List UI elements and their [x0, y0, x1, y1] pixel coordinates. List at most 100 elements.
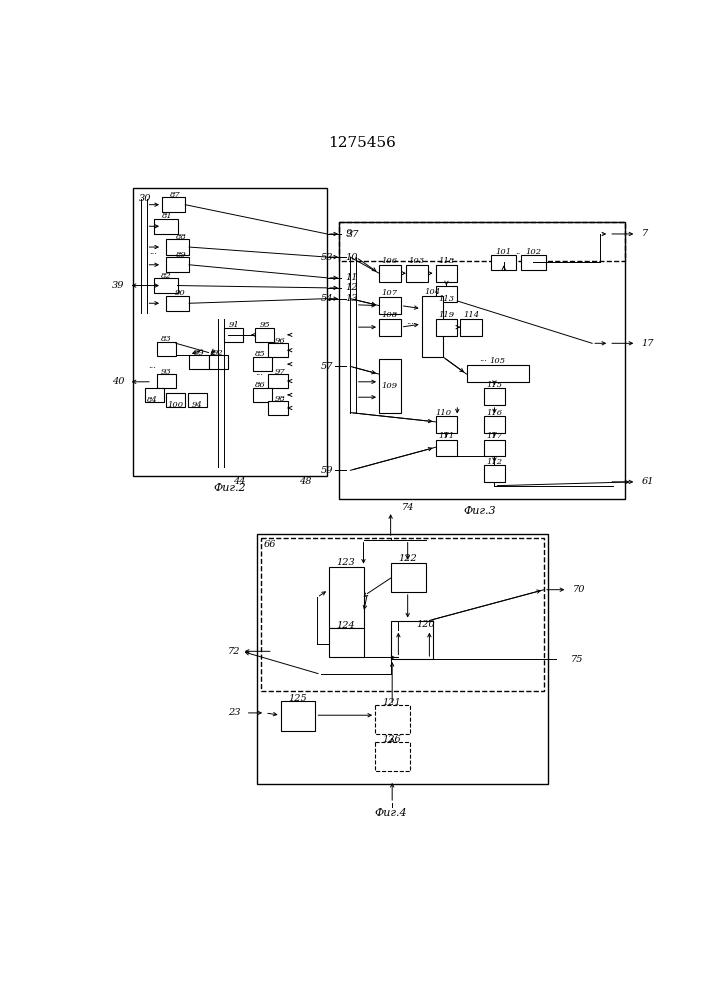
- Text: 48: 48: [299, 477, 312, 486]
- Text: 40: 40: [112, 377, 125, 386]
- Text: 116: 116: [486, 409, 503, 417]
- Text: 124: 124: [337, 621, 355, 630]
- Text: 11: 11: [346, 273, 358, 282]
- Text: 107: 107: [382, 289, 398, 297]
- Text: 104: 104: [424, 288, 440, 296]
- Bar: [156, 374, 176, 388]
- Text: 90: 90: [175, 289, 185, 297]
- Text: 126: 126: [382, 735, 402, 744]
- Text: 105: 105: [489, 357, 506, 365]
- Text: 81: 81: [162, 212, 173, 220]
- Text: ...: ...: [406, 318, 414, 326]
- Bar: [379, 297, 401, 314]
- Text: Фиг.3: Фиг.3: [463, 506, 496, 516]
- Bar: [329, 628, 363, 657]
- Text: 85: 85: [255, 350, 266, 358]
- Text: 97: 97: [275, 368, 286, 376]
- Text: 13: 13: [346, 294, 358, 303]
- Bar: [281, 701, 315, 731]
- Text: Фиг.4: Фиг.4: [374, 808, 407, 818]
- Text: 57: 57: [321, 362, 333, 371]
- Bar: [209, 355, 228, 369]
- Bar: [339, 222, 625, 261]
- Text: 86: 86: [255, 381, 266, 389]
- Bar: [484, 388, 506, 405]
- Text: 89: 89: [176, 251, 187, 259]
- Bar: [436, 265, 457, 282]
- Text: 108: 108: [382, 311, 398, 319]
- Text: 125: 125: [288, 694, 307, 703]
- Text: 37: 37: [346, 230, 359, 239]
- Bar: [166, 393, 185, 407]
- Bar: [261, 538, 544, 691]
- Bar: [379, 359, 401, 413]
- Bar: [436, 440, 457, 456]
- Bar: [484, 416, 506, 433]
- Text: ...: ...: [479, 355, 488, 363]
- Text: 109: 109: [381, 382, 397, 390]
- Bar: [391, 563, 426, 592]
- Bar: [154, 278, 177, 293]
- Bar: [268, 343, 288, 357]
- Text: ...: ...: [255, 369, 263, 377]
- Text: 84: 84: [146, 396, 157, 404]
- Text: 123: 123: [337, 558, 355, 567]
- Text: 92: 92: [214, 349, 224, 357]
- Text: 112: 112: [486, 458, 503, 466]
- Bar: [406, 265, 428, 282]
- Bar: [154, 219, 177, 234]
- Bar: [391, 620, 433, 659]
- Text: 99: 99: [194, 349, 204, 357]
- Text: 93: 93: [160, 368, 171, 376]
- Text: 117: 117: [486, 432, 503, 440]
- Text: 74: 74: [402, 503, 415, 512]
- Text: 115: 115: [486, 381, 503, 389]
- Text: 102: 102: [525, 248, 542, 256]
- Text: 23: 23: [228, 708, 240, 717]
- Text: 72: 72: [228, 647, 240, 656]
- Text: 83: 83: [160, 335, 171, 343]
- Bar: [166, 257, 189, 272]
- Bar: [491, 255, 516, 270]
- Bar: [339, 222, 625, 499]
- Text: 82: 82: [160, 272, 171, 280]
- Bar: [252, 388, 272, 402]
- Bar: [484, 440, 506, 456]
- Text: ...: ...: [148, 248, 157, 256]
- Text: 88: 88: [176, 233, 187, 241]
- Text: 91: 91: [228, 321, 240, 329]
- Bar: [187, 393, 207, 407]
- Text: 110: 110: [436, 409, 451, 417]
- Text: 17: 17: [642, 339, 654, 348]
- Bar: [255, 328, 274, 342]
- Text: 103: 103: [409, 257, 425, 265]
- Text: 119: 119: [438, 311, 455, 319]
- Bar: [436, 319, 457, 336]
- Text: 106: 106: [382, 257, 398, 265]
- Text: 113: 113: [438, 295, 455, 303]
- Text: 12: 12: [346, 283, 358, 292]
- Bar: [484, 465, 506, 482]
- Text: 95: 95: [259, 321, 271, 329]
- Text: 118: 118: [438, 257, 455, 265]
- Bar: [379, 319, 401, 336]
- Bar: [252, 357, 272, 371]
- Text: 30: 30: [139, 194, 151, 203]
- Bar: [421, 296, 443, 357]
- Text: 111: 111: [438, 432, 455, 440]
- Text: 39: 39: [112, 281, 125, 290]
- Bar: [132, 188, 327, 476]
- Bar: [467, 365, 529, 382]
- Text: 120: 120: [416, 620, 435, 629]
- Text: 54: 54: [321, 294, 333, 303]
- Bar: [145, 388, 164, 402]
- Text: Фиг.2: Фиг.2: [214, 483, 247, 493]
- Text: 1275456: 1275456: [328, 136, 396, 150]
- Text: 44: 44: [233, 477, 246, 486]
- Bar: [166, 239, 189, 255]
- Bar: [268, 374, 288, 388]
- Text: 70: 70: [573, 585, 585, 594]
- Bar: [268, 401, 288, 415]
- Bar: [460, 319, 482, 336]
- Text: 96: 96: [275, 337, 286, 345]
